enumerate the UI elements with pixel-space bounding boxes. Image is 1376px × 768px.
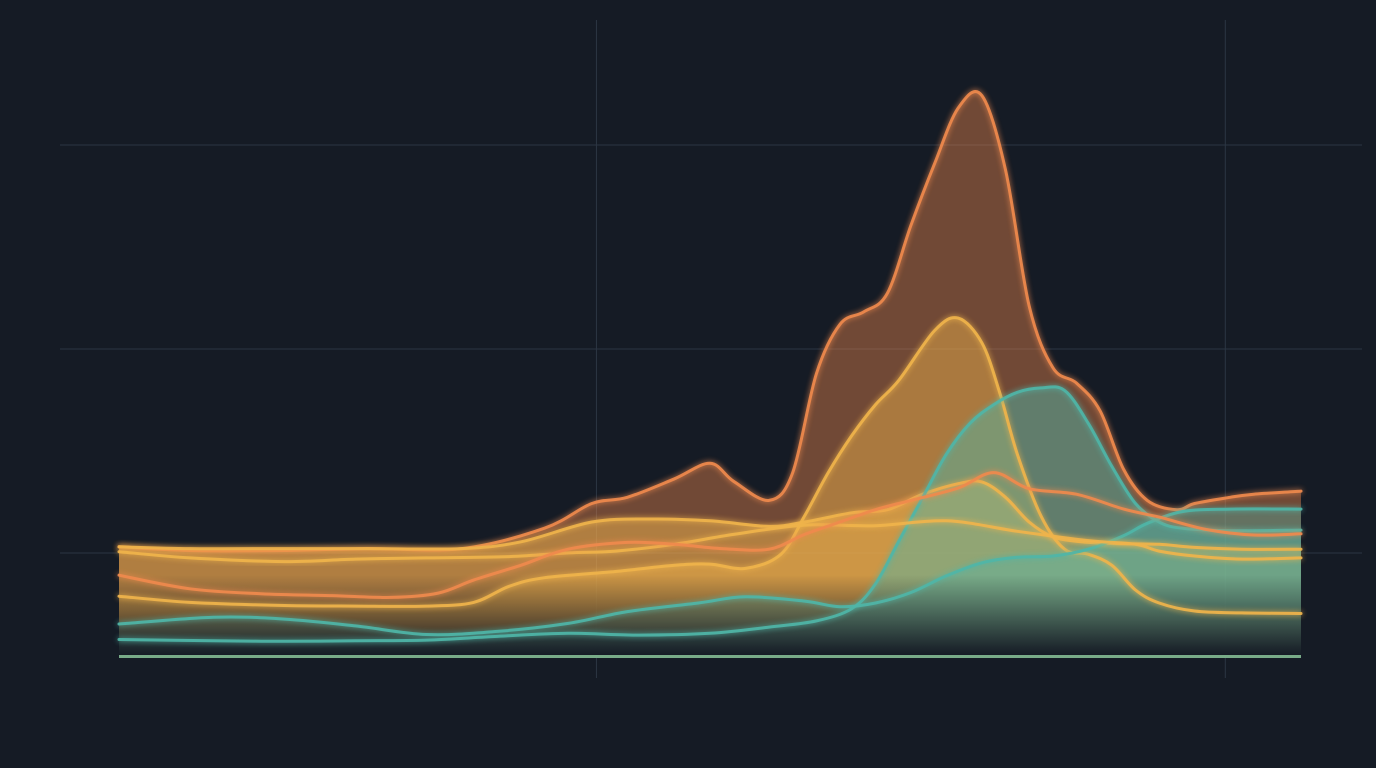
series-5-line (117, 507, 1303, 637)
series-fills (119, 91, 1301, 658)
series-1-line (117, 90, 1303, 553)
series-6-line (117, 519, 1303, 564)
bottom-fade (100, 575, 1320, 655)
series-2-line (117, 316, 1303, 615)
series-7-line (117, 471, 1303, 599)
series-4-line (117, 385, 1303, 643)
series-lines (117, 90, 1303, 643)
